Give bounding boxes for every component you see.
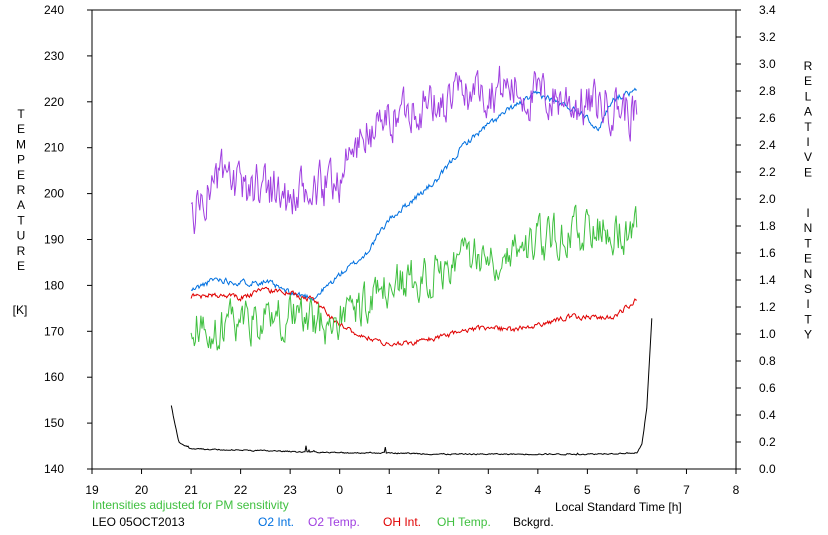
left-axis-letter: T	[17, 107, 25, 121]
right-tick-label: 0.6	[759, 381, 776, 395]
x-axis-ticks: 19 20 21 22 23 0 1 2 3 4 5 6 7 8	[85, 469, 740, 497]
x-tick-label: 7	[683, 483, 690, 497]
right-tick-label: 2.8	[759, 84, 776, 98]
x-tick-label: 23	[283, 483, 297, 497]
series-line-o2-temp	[190, 65, 638, 235]
right-tick-label: 3.4	[759, 3, 776, 17]
right-tick-label: 0.2	[759, 435, 776, 449]
left-axis-letter: E	[17, 259, 25, 273]
left-axis-letter: R	[17, 244, 26, 258]
left-tick-label: 150	[44, 416, 64, 430]
series-line-o2-int	[190, 87, 638, 302]
left-axis-letter: E	[17, 122, 25, 136]
right-axis-letter: T	[804, 312, 812, 326]
right-axis-letter: R	[804, 59, 813, 73]
right-tick-label: 0.4	[759, 408, 776, 422]
right-axis-letter: V	[804, 150, 812, 164]
left-tick-label: 180	[44, 278, 64, 292]
left-axis-letter: R	[17, 183, 26, 197]
right-tick-label: 0.8	[759, 354, 776, 368]
right-tick-label: 2.6	[759, 111, 776, 125]
right-axis-letter: T	[804, 120, 812, 134]
x-tick-label: 22	[234, 483, 248, 497]
right-axis-letter: T	[804, 236, 812, 250]
legend: O2 Int. O2 Temp. OH Int. OH Temp. Bckgrd.	[258, 515, 554, 529]
right-axis-letter: L	[805, 89, 812, 103]
left-axis-letter: E	[17, 168, 25, 182]
series-line-oh-temp	[190, 204, 638, 351]
x-tick-label: 2	[435, 483, 442, 497]
right-axis-ticks: 0.0 0.2 0.4 0.6 0.8 1.0 1.2 1.4 1.6 1.8 2.0 2.2 2.4 2…	[736, 3, 776, 476]
left-tick-label: 190	[44, 233, 64, 247]
x-tick-label: 3	[485, 483, 492, 497]
left-axis-letter: A	[17, 198, 25, 212]
legend-entry: OH Temp.	[437, 515, 491, 529]
left-axis-ticks: 140 150 160 170 180 190 200 210 220 230 240	[44, 3, 92, 476]
sensitivity-note: Intensities adjusted for PM sensitivity	[92, 498, 289, 512]
left-tick-label: 220	[44, 95, 64, 109]
left-tick-label: 210	[44, 141, 64, 155]
right-tick-label: 1.0	[759, 327, 776, 341]
x-axis-label: Local Standard Time [h]	[555, 500, 682, 514]
right-tick-label: 2.4	[759, 138, 776, 152]
left-tick-label: 240	[44, 3, 64, 17]
left-axis-unit: [K]	[13, 303, 28, 317]
left-axis-letter: T	[17, 213, 25, 227]
legend-entry: OH Int.	[383, 515, 421, 529]
station-date-label: LEO 05OCT2013	[92, 515, 185, 529]
right-tick-label: 1.2	[759, 300, 776, 314]
right-axis-letter: N	[804, 267, 813, 281]
right-axis-letter: E	[804, 165, 812, 179]
right-axis-letter: E	[804, 252, 812, 266]
series-line-oh-int	[190, 286, 637, 347]
right-axis-letter: Y	[804, 328, 812, 342]
x-tick-label: 1	[386, 483, 393, 497]
left-tick-label: 160	[44, 370, 64, 384]
right-tick-label: 1.6	[759, 246, 776, 260]
right-axis-letter: N	[804, 221, 813, 235]
x-tick-label: 6	[634, 483, 641, 497]
right-axis-letter: E	[804, 74, 812, 88]
left-axis-letter: U	[17, 229, 26, 243]
right-tick-label: 3.2	[759, 30, 776, 44]
left-tick-label: 140	[44, 462, 64, 476]
right-tick-label: 1.4	[759, 273, 776, 287]
left-tick-label: 170	[44, 324, 64, 338]
left-axis-letter: M	[16, 137, 26, 151]
series-layer	[170, 65, 653, 456]
legend-entry: O2 Int.	[258, 515, 294, 529]
x-tick-label: 8	[733, 483, 740, 497]
x-tick-label: 19	[85, 483, 99, 497]
x-tick-label: 21	[184, 483, 198, 497]
right-axis-letter: I	[806, 135, 809, 149]
left-tick-label: 230	[44, 49, 64, 63]
right-axis-letter: I	[806, 206, 809, 220]
series-line-bckgrd	[170, 318, 653, 456]
legend-entry: O2 Temp.	[308, 515, 360, 529]
right-tick-label: 0.0	[759, 462, 776, 476]
plot-frame	[91, 9, 737, 470]
right-tick-label: 1.8	[759, 219, 776, 233]
right-tick-label: 3.0	[759, 57, 776, 71]
x-tick-label: 4	[535, 483, 542, 497]
left-axis-letter: P	[17, 153, 25, 167]
right-tick-label: 2.0	[759, 192, 776, 206]
x-tick-label: 20	[135, 483, 149, 497]
x-tick-label: 5	[584, 483, 591, 497]
right-tick-label: 2.2	[759, 165, 776, 179]
x-tick-label: 0	[336, 483, 343, 497]
right-axis-letter: A	[804, 105, 812, 119]
right-axis-letter: S	[804, 282, 812, 296]
left-tick-label: 200	[44, 187, 64, 201]
right-axis-letter: I	[806, 297, 809, 311]
legend-entry: Bckgrd.	[513, 515, 554, 529]
